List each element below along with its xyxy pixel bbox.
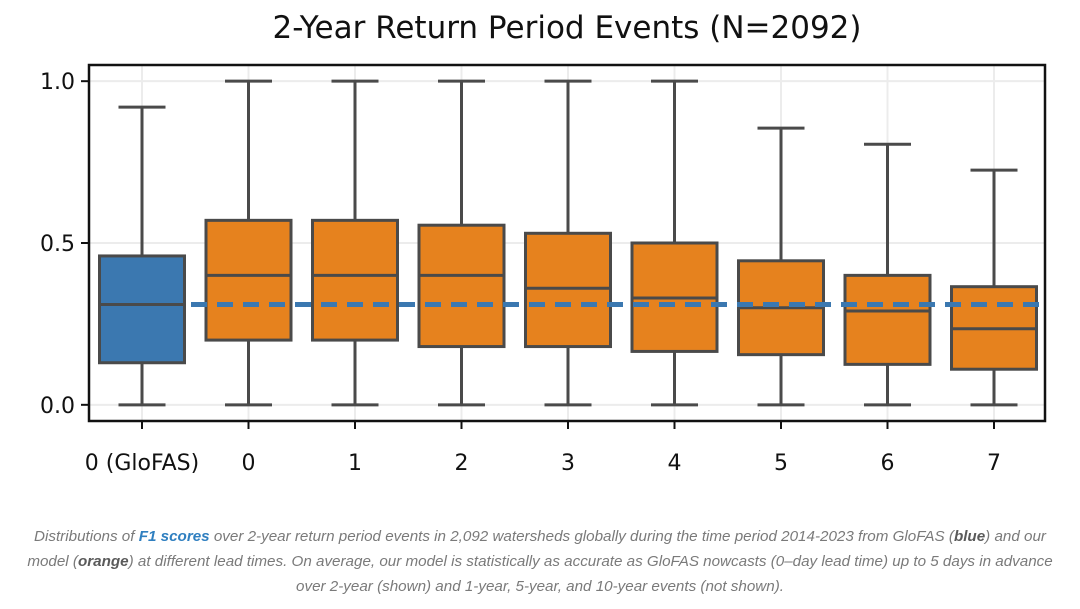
x-tick-label: 1 xyxy=(348,451,362,476)
chart: 2-Year Return Period Events (N=2092) 0.0… xyxy=(40,10,1047,476)
x-tick-label: 7 xyxy=(987,451,1001,476)
box-iqr xyxy=(204,218,293,342)
caption-text-1: Distributions of xyxy=(34,528,139,545)
box-4 xyxy=(524,79,612,407)
axis-ticks: 0.0 0.5 1.0 0 (GloFAS) 0 1 2 3 4 5 6 7 xyxy=(40,70,1001,476)
caption-f1-scores: F1 scores xyxy=(138,528,210,545)
box-iqr xyxy=(524,231,612,349)
box-7 xyxy=(843,142,932,407)
chart-title: 2-Year Return Period Events (N=2092) xyxy=(272,10,861,46)
box-2 xyxy=(311,79,399,407)
box-5 xyxy=(630,79,719,407)
caption-text-3: ) and our model ( xyxy=(27,528,1046,570)
y-tick-label: 0.0 xyxy=(40,394,75,419)
box-3 xyxy=(417,79,506,407)
y-tick-label: 1.0 xyxy=(40,70,75,95)
box-iqr xyxy=(98,254,186,365)
caption-orange-label: orange xyxy=(77,553,129,570)
x-tick-label: 0 (GloFAS) xyxy=(85,451,199,476)
figure-caption: Distributions of F1 scores over 2-year r… xyxy=(20,524,1060,599)
x-tick-label: 5 xyxy=(774,451,788,476)
x-tick-label: 4 xyxy=(668,451,682,476)
box-8 xyxy=(950,168,1038,407)
box-iqr xyxy=(311,218,399,342)
box-6 xyxy=(737,126,825,407)
box-0 xyxy=(98,105,186,407)
x-tick-label: 0 xyxy=(242,451,256,476)
box-iqr xyxy=(843,273,932,366)
caption-text-2: over 2-year return period events in 2,09… xyxy=(209,528,954,545)
x-tick-label: 3 xyxy=(561,451,575,476)
caption-text-4: ) at different lead times. On average, o… xyxy=(128,553,1053,595)
boxes xyxy=(98,79,1038,407)
x-tick-label: 2 xyxy=(455,451,469,476)
x-tick-label: 6 xyxy=(881,451,895,476)
box-iqr xyxy=(417,223,506,349)
box-1 xyxy=(204,79,293,407)
caption-blue-label: blue xyxy=(953,528,986,545)
box-plot-svg: 2-Year Return Period Events (N=2092) 0.0… xyxy=(40,10,1047,476)
y-tick-label: 0.5 xyxy=(40,232,75,257)
